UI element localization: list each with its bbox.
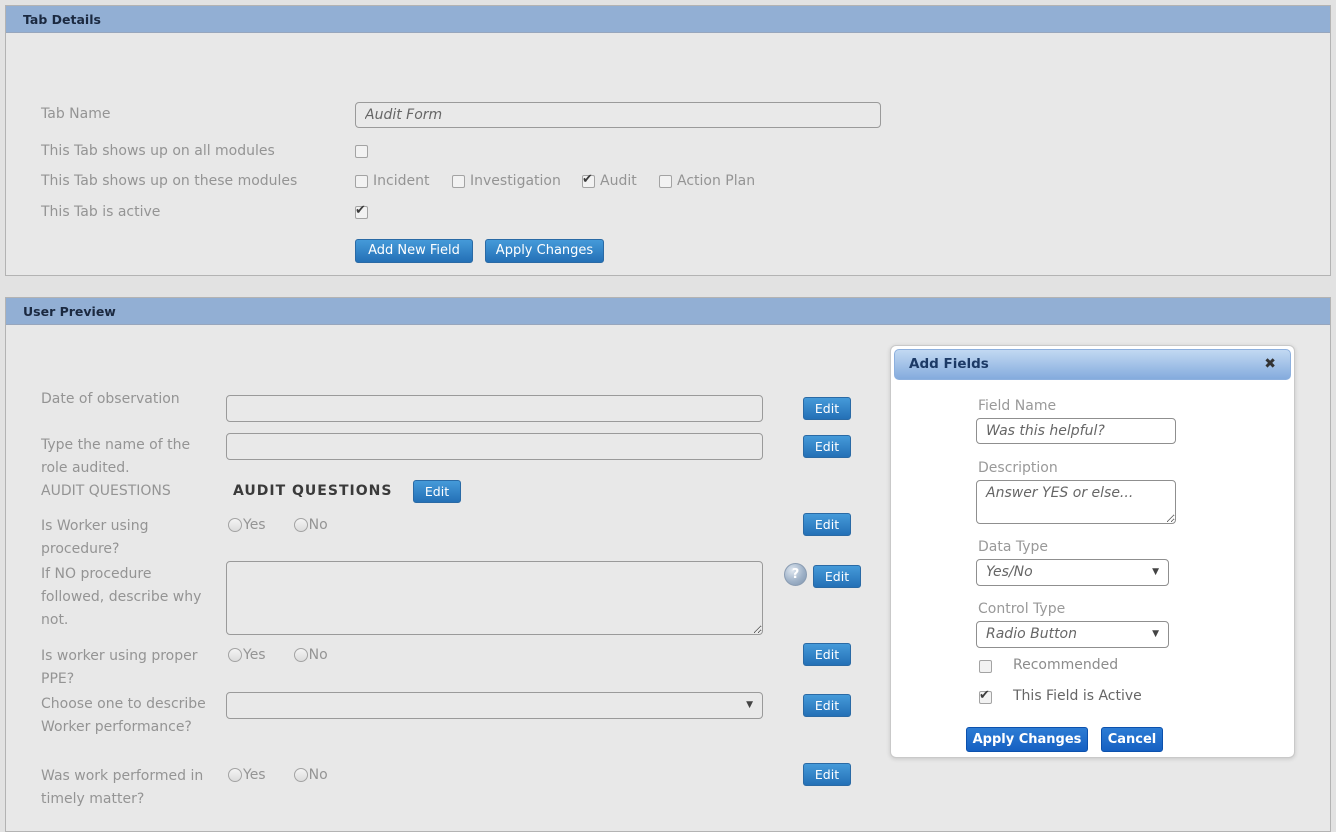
close-icon[interactable]: ✖ <box>1264 356 1276 372</box>
chevron-down-icon: ▼ <box>1152 567 1159 577</box>
yes-no-radio-group: Yes No <box>228 647 328 663</box>
yes-no-radio-group: Yes No <box>228 767 328 783</box>
all-modules-label: This Tab shows up on all modules <box>41 143 275 159</box>
apply-changes-button[interactable]: Apply Changes <box>485 239 604 263</box>
module-audit-checkbox[interactable]: ✔ <box>582 172 595 188</box>
dialog-title: Add Fields <box>909 356 989 372</box>
dialog-cancel-button[interactable]: Cancel <box>1101 727 1163 752</box>
role-audited-input[interactable] <box>226 433 763 460</box>
field-name-label: Field Name <box>978 398 1057 414</box>
procedure-description-textarea[interactable] <box>226 561 763 635</box>
tab-name-input[interactable] <box>355 102 881 128</box>
module-actionplan-checkbox[interactable]: ✔ <box>659 175 672 188</box>
check-icon: ✔ <box>582 172 593 187</box>
add-fields-dialog: Add Fields ✖ Field Name Description Data… <box>890 345 1295 758</box>
dialog-apply-changes-button[interactable]: Apply Changes <box>966 727 1088 752</box>
tab-details-body: Tab Name This Tab shows up on all module… <box>6 33 1330 275</box>
all-modules-checkbox[interactable]: ✔ <box>355 145 368 158</box>
chevron-down-icon: ▼ <box>746 700 753 710</box>
module-incident-label: Incident <box>373 173 430 189</box>
control-type-value: Radio Button <box>986 626 1077 642</box>
module-incident-checkbox[interactable]: ✔ <box>355 175 368 188</box>
control-type-label: Control Type <box>978 601 1066 617</box>
data-type-value: Yes/No <box>986 564 1033 580</box>
edit-button[interactable]: Edit <box>813 565 861 588</box>
field-label: AUDIT QUESTIONS <box>41 483 171 499</box>
radio-yes[interactable] <box>228 768 242 782</box>
edit-button[interactable]: Edit <box>803 435 851 458</box>
tab-active-checkbox[interactable]: ✔ <box>355 203 368 219</box>
radio-no[interactable] <box>293 768 308 782</box>
date-of-observation-input[interactable] <box>226 395 763 422</box>
data-type-select[interactable]: Yes/No ▼ <box>976 559 1169 586</box>
tab-details-panel: Tab Details Tab Name This Tab shows up o… <box>5 5 1331 276</box>
radio-yes[interactable] <box>228 518 242 532</box>
edit-button[interactable]: Edit <box>803 643 851 666</box>
field-label: Date of observation <box>41 391 180 407</box>
add-new-field-button[interactable]: Add New Field <box>355 239 473 263</box>
edit-button[interactable]: Edit <box>803 763 851 786</box>
these-modules-label: This Tab shows up on these modules <box>41 173 298 189</box>
tab-active-label: This Tab is active <box>41 204 161 220</box>
module-audit-label: Audit <box>600 173 637 189</box>
control-type-select[interactable]: Radio Button ▼ <box>976 621 1169 648</box>
check-icon: ✔ <box>979 688 990 703</box>
radio-no-label: No <box>308 767 328 783</box>
field-label: Was work performed in timely matter? <box>41 768 204 807</box>
radio-yes-label: Yes <box>243 517 266 533</box>
radio-no-label: No <box>308 647 328 663</box>
edit-button[interactable]: Edit <box>803 397 851 420</box>
field-label: Is worker using proper PPE? <box>41 648 198 687</box>
radio-no[interactable] <box>293 518 308 532</box>
tab-name-label: Tab Name <box>41 106 111 122</box>
radio-no[interactable] <box>293 648 308 662</box>
yes-no-radio-group: Yes No <box>228 517 328 533</box>
recommended-label: Recommended <box>1013 657 1119 673</box>
field-active-label: This Field is Active <box>1013 688 1142 704</box>
section-heading: AUDIT QUESTIONS <box>233 483 393 499</box>
check-icon: ✔ <box>355 203 366 218</box>
worker-performance-select[interactable]: ▼ <box>226 692 763 719</box>
edit-button[interactable]: Edit <box>803 694 851 717</box>
edit-button[interactable]: Edit <box>413 480 461 503</box>
user-preview-body: Date of observation Edit Type the name o… <box>6 325 1330 831</box>
data-type-label: Data Type <box>978 539 1049 555</box>
module-investigation-label: Investigation <box>470 173 561 189</box>
recommended-checkbox[interactable]: ✔ <box>979 660 992 673</box>
field-label: If NO procedure followed, describe why n… <box>41 566 202 628</box>
field-label: Is Worker using procedure? <box>41 518 149 557</box>
radio-no-label: No <box>308 517 328 533</box>
description-label: Description <box>978 460 1058 476</box>
add-fields-dialog-header: Add Fields ✖ <box>894 349 1291 380</box>
module-investigation-checkbox[interactable]: ✔ <box>452 175 465 188</box>
edit-button[interactable]: Edit <box>803 513 851 536</box>
field-label: Type the name of the role audited. <box>41 437 191 476</box>
field-name-input[interactable] <box>976 418 1176 444</box>
radio-yes-label: Yes <box>243 647 266 663</box>
tab-details-header: Tab Details <box>6 6 1330 33</box>
module-actionplan-label: Action Plan <box>677 173 756 189</box>
user-preview-header: User Preview <box>6 298 1330 325</box>
field-label: Choose one to describe Worker performanc… <box>41 696 206 735</box>
description-textarea[interactable] <box>976 480 1176 524</box>
radio-yes-label: Yes <box>243 767 266 783</box>
radio-yes[interactable] <box>228 648 242 662</box>
field-active-checkbox[interactable]: ✔ <box>979 688 992 704</box>
help-icon[interactable]: ? <box>784 563 807 586</box>
chevron-down-icon: ▼ <box>1152 629 1159 639</box>
